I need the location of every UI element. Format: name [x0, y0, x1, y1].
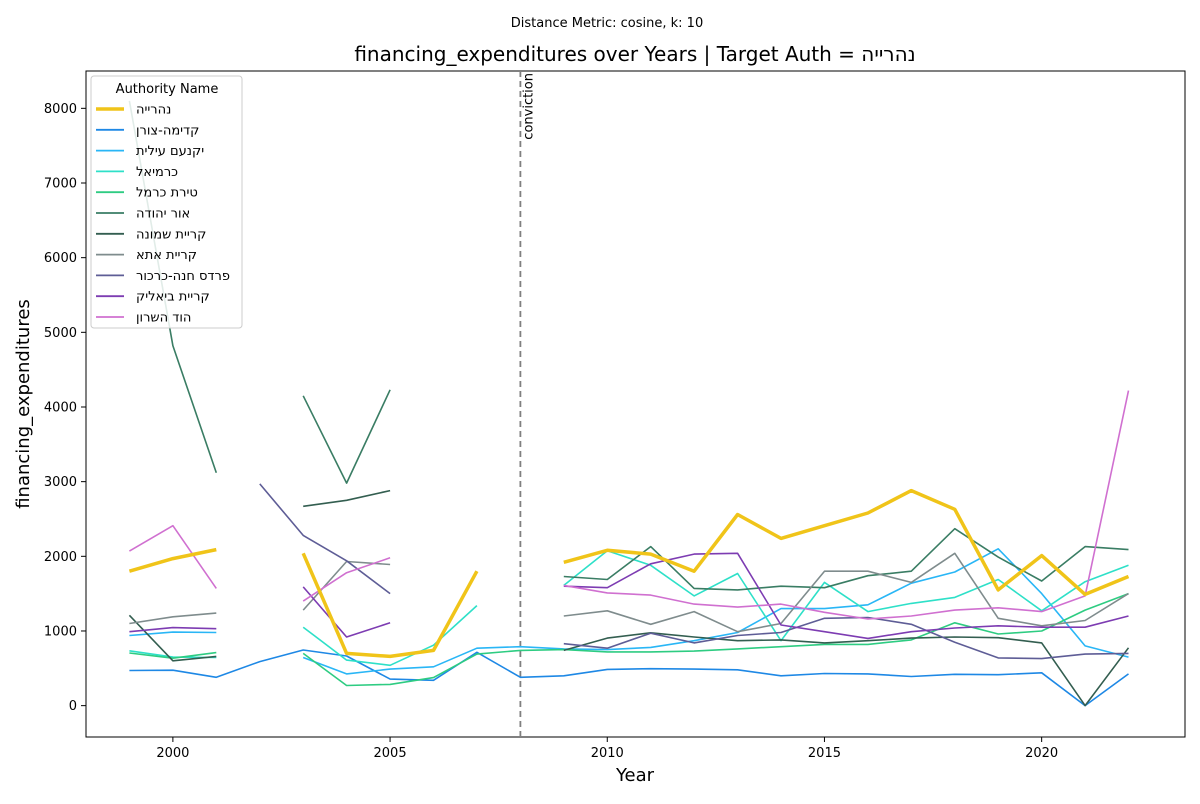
x-axis: 2000 2005 2010 2015 2020 — [156, 737, 1058, 761]
legend-title: Authority Name — [116, 82, 219, 97]
series-line-5 — [128, 100, 1129, 591]
legend-label-10: הוד השרון — [136, 311, 191, 326]
legend-label-1: קדימה-צורן — [136, 123, 199, 138]
legend-label-8: פרדס חנה-כרכור — [136, 269, 230, 284]
x-tick-label: 2010 — [591, 746, 624, 761]
legend-label-6: קריית שמונה — [136, 227, 206, 242]
legend-label-9: קריית ביאליק — [136, 290, 210, 305]
x-tick-label: 2000 — [156, 746, 189, 761]
legend-label-7: קריית אתא — [136, 248, 197, 263]
y-axis-label: financing_expenditures — [13, 299, 34, 509]
series-layer — [128, 100, 1130, 707]
legend-label-2: יקנעם עילית — [136, 144, 204, 159]
y-tick-label: 5000 — [44, 326, 77, 341]
series-line-4 — [129, 592, 1129, 687]
legend-label-3: כרמיאל — [136, 165, 178, 180]
y-tick-label: 2000 — [44, 550, 77, 565]
legend-box — [90, 75, 243, 329]
y-tick-label: 1000 — [44, 624, 77, 639]
series-line-8 — [259, 483, 1129, 660]
annotation-layer: conviction — [519, 71, 536, 737]
legend-label-0: נהרייה — [136, 103, 171, 118]
series-line-10 — [128, 390, 1130, 620]
y-tick-label: 4000 — [44, 400, 77, 415]
series-line-9 — [129, 552, 1129, 640]
y-tick-label: 0 — [69, 699, 77, 714]
chart-subtitle: Distance Metric: cosine, k: 10 — [511, 16, 703, 31]
series-line-2 — [129, 548, 1129, 675]
plot-frame — [85, 70, 1186, 738]
x-axis-label: Year — [615, 765, 655, 786]
series-line-1 — [129, 649, 1129, 707]
y-tick-label: 7000 — [44, 176, 77, 191]
legend-label-4: טירת כרמל — [136, 186, 198, 201]
y-tick-label: 6000 — [44, 251, 77, 266]
y-tick-label: 3000 — [44, 475, 77, 490]
x-tick-label: 2015 — [808, 746, 841, 761]
conviction-label: conviction — [521, 73, 536, 140]
y-axis: 0 1000 2000 3000 4000 5000 6000 7000 8000 — [44, 102, 86, 714]
chart-title: financing_expenditures over Years | Targ… — [354, 42, 915, 66]
series-line-6 — [128, 489, 1130, 707]
series-line-0 — [128, 488, 1130, 659]
y-tick-label: 8000 — [44, 102, 77, 117]
series-line-7 — [129, 552, 1129, 633]
legend-label-5: אור יהודה — [136, 207, 190, 222]
x-tick-label: 2020 — [1025, 746, 1058, 761]
x-tick-label: 2005 — [374, 746, 407, 761]
legend: Authority Name נהרייה קדימה-צורן יקנעם עיל… — [90, 75, 243, 329]
